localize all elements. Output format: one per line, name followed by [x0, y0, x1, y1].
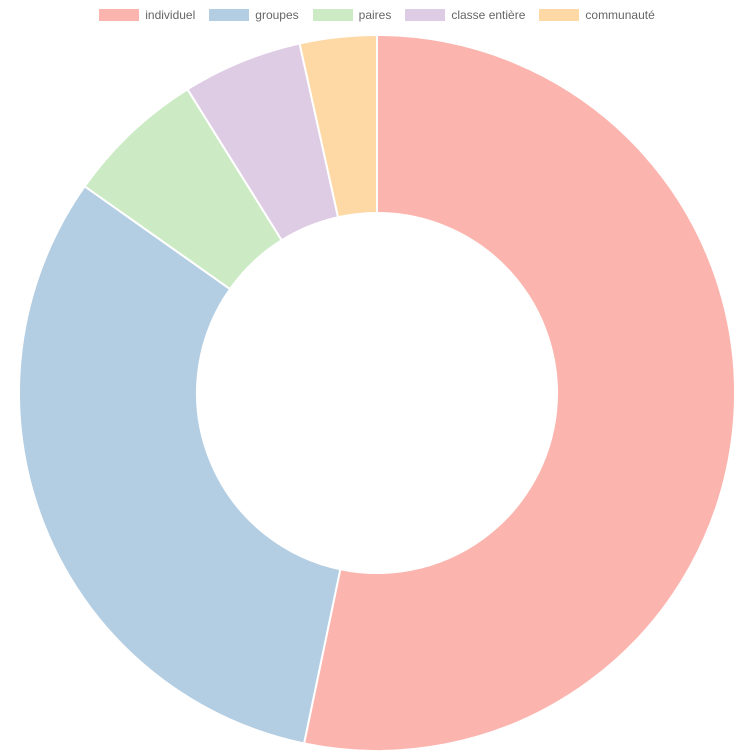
- legend-item[interactable]: groupes: [209, 8, 299, 22]
- chart-legend: individuel groupes paires classe entière com…: [0, 8, 754, 22]
- legend-item[interactable]: individuel: [99, 8, 195, 22]
- legend-item[interactable]: classe entière: [405, 8, 525, 22]
- legend-label: classe entière: [451, 8, 526, 22]
- legend-swatch: [405, 9, 446, 21]
- legend-swatch: [99, 9, 140, 21]
- doughnut-slice[interactable]: [302, 33, 736, 752]
- legend-label: communauté: [585, 8, 655, 22]
- legend-label: paires: [358, 8, 392, 22]
- legend-label: individuel: [145, 8, 196, 22]
- legend-item[interactable]: communauté: [539, 8, 655, 22]
- doughnut-slice[interactable]: [298, 33, 378, 219]
- legend-swatch: [312, 9, 353, 21]
- legend-swatch: [209, 9, 250, 21]
- legend-swatch: [539, 9, 580, 21]
- legend-label: groupes: [255, 8, 299, 22]
- legend-item[interactable]: paires: [312, 8, 392, 22]
- doughnut-slice[interactable]: [18, 184, 342, 745]
